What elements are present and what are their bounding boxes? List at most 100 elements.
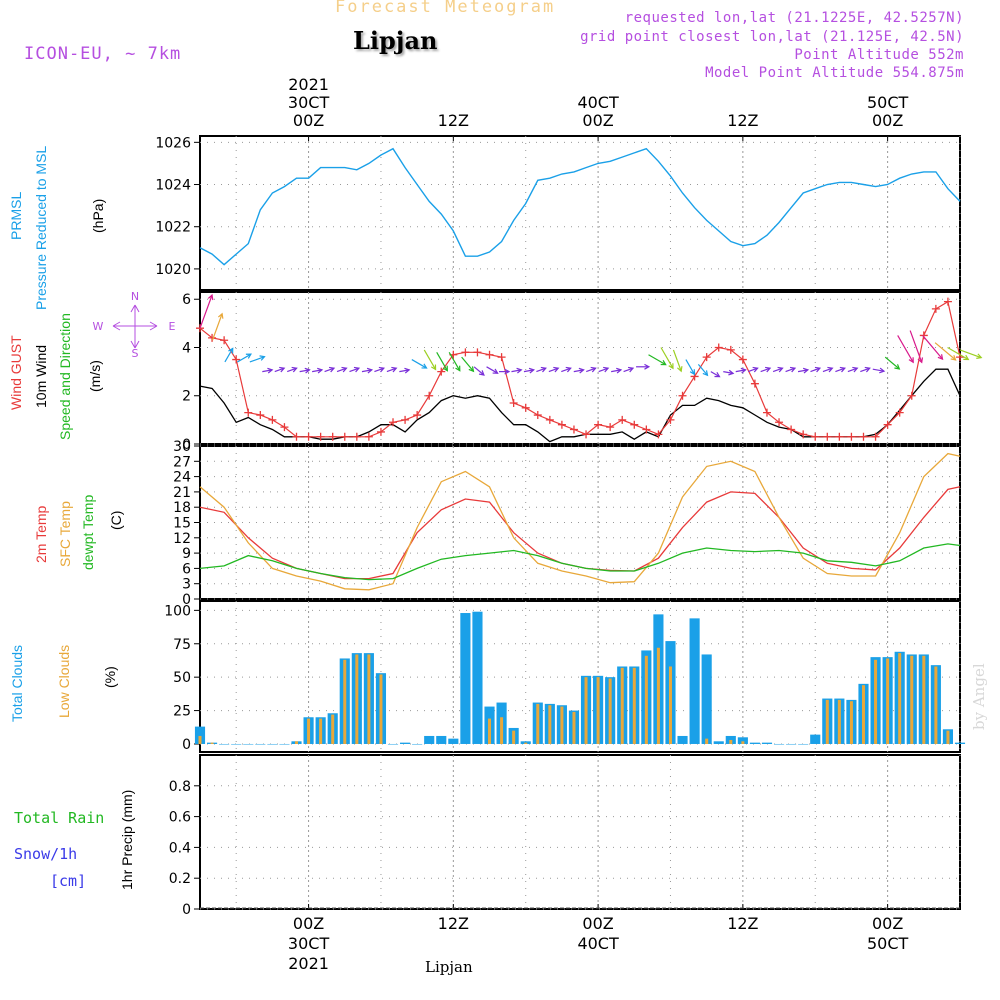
bar-low-clouds [861, 685, 865, 744]
panel-frame-wind [199, 291, 961, 445]
wind-arrow-head [689, 369, 696, 376]
wind-direction-arrow [685, 359, 695, 375]
time-label-top: 2021 [288, 75, 329, 94]
gust-marker [557, 420, 566, 429]
wind-direction-arrow [349, 367, 360, 373]
gust-marker [533, 411, 542, 420]
bar-total-clouds [387, 743, 399, 745]
precip-legend-snow: Snow/1h [14, 845, 78, 863]
bar-total-clouds [713, 741, 724, 744]
wind-arrow-head [917, 357, 924, 364]
y-tick-label-pressure: 1022 [155, 220, 191, 236]
wind-arrow-head [976, 353, 983, 359]
gust-marker [208, 333, 217, 342]
wind-direction-arrow [324, 367, 335, 373]
gust-marker [594, 420, 603, 429]
time-label-bottom: 12Z [727, 914, 758, 933]
series-line-prmsl [199, 147, 961, 266]
wind-direction-arrow [660, 347, 674, 369]
wind-arrow-head [516, 367, 523, 374]
wind-arrow-head [627, 366, 635, 373]
wind-arrow-head [789, 366, 797, 373]
compass-w: W [93, 320, 104, 333]
time-label-top: 12Z [727, 111, 758, 130]
gust-marker [859, 432, 868, 441]
bar-low-clouds [548, 705, 552, 744]
series-line-dewpt-temp [199, 543, 961, 581]
wind-direction-arrow [909, 330, 923, 363]
bar-low-clouds [886, 658, 890, 744]
time-label-top: 40CT [577, 93, 619, 112]
wind-arrow-head [279, 366, 286, 373]
gust-marker [569, 425, 578, 434]
bar-low-clouds [536, 703, 540, 744]
time-label-top: 30CT [288, 93, 330, 112]
wind-direction-arrow [611, 369, 622, 373]
gust-marker [750, 379, 759, 388]
bar-low-clouds [656, 647, 660, 744]
bar-total-clouds [954, 742, 966, 744]
bar-low-clouds [729, 739, 733, 744]
bar-low-clouds [741, 741, 745, 744]
gust-marker [762, 408, 771, 417]
gust-marker [618, 415, 627, 424]
wind-direction-arrow [249, 356, 265, 363]
time-label-bottom: 50CT [867, 934, 909, 953]
wind-arrow-head [304, 367, 311, 374]
time-label-bottom: 12Z [438, 914, 469, 933]
gust-marker [437, 367, 446, 376]
gust-marker [738, 355, 747, 364]
time-label-bottom: 00Z [872, 914, 903, 933]
wind-direction-arrow [312, 369, 323, 373]
wind-direction-arrow [847, 367, 858, 373]
wind-direction-arrow [374, 367, 385, 373]
wind-direction-arrow [947, 346, 969, 361]
gust-marker [799, 430, 808, 439]
wind-arrow-head [937, 354, 944, 361]
bar-low-clouds [512, 730, 516, 744]
time-label-bottom: 00Z [582, 914, 613, 933]
footer-station: Lipjan [425, 958, 473, 976]
bar-low-clouds [343, 659, 347, 744]
gust-marker [883, 420, 892, 429]
wind-arrow-head [267, 367, 274, 374]
gust-marker [497, 353, 506, 362]
wind-direction-arrow [411, 359, 427, 369]
bar-low-clouds [295, 741, 299, 744]
bar-total-clouds [243, 743, 254, 745]
wind-arrow-head [478, 370, 485, 376]
wind-direction-arrow [860, 367, 870, 373]
wind-direction-arrow [735, 369, 746, 373]
y-tick-label-precip: 0.2 [169, 871, 191, 887]
bar-low-clouds [524, 742, 528, 744]
gust-marker [244, 408, 253, 417]
bar-low-clouds [632, 667, 636, 744]
wind-arrow-head [366, 367, 374, 374]
gust-marker [823, 432, 832, 441]
bar-low-clouds [307, 718, 311, 744]
time-label-bottom: 2021 [288, 954, 329, 973]
wind-arrow-head [468, 366, 475, 373]
bar-low-clouds [825, 699, 829, 744]
bar-low-clouds [668, 666, 672, 744]
bar-low-clouds [331, 714, 335, 744]
grid-point-coords: grid point closest lon,lat (21.125E, 42.… [580, 29, 964, 45]
wind-arrow-head [455, 365, 461, 372]
y-tick-label-temp: 3 [182, 577, 191, 593]
series-line-wind-gust [199, 300, 961, 438]
y-tick-label-precip: 0.8 [169, 779, 191, 795]
wind-direction-arrow [897, 335, 914, 363]
bar-low-clouds [705, 738, 709, 744]
bar-low-clouds [500, 717, 504, 744]
wind-arrow-head [752, 366, 759, 373]
gust-marker [521, 403, 530, 412]
gust-marker [376, 427, 385, 436]
wind-direction-arrow [211, 313, 223, 341]
gust-marker [256, 411, 265, 420]
bar-total-clouds [810, 734, 821, 744]
wind-arrow-head [228, 347, 234, 354]
y-tick-label-clouds: 75 [173, 637, 191, 653]
y-tick-label-precip: 0 [182, 902, 191, 918]
y-tick-label-wind: 0 [182, 437, 191, 453]
gust-marker [425, 391, 434, 400]
